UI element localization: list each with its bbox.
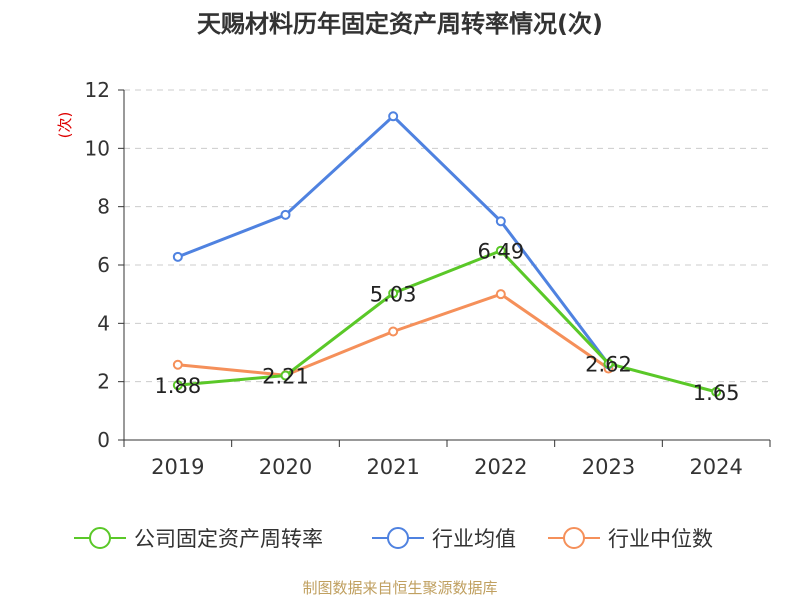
x-tick-label-2023: 2023 [582,455,635,479]
data-label-2020: 2.21 [262,365,309,389]
data-point-s1-2020[interactable] [280,209,291,220]
y-tick-label-0: 0 [97,428,110,452]
legend-item-industry-median[interactable]: 行业中位数 [548,518,713,558]
data-point-s1-2022[interactable] [495,216,506,227]
data-label-2024: 1.65 [693,381,740,405]
legend-label-industry-mean: 行业均值 [432,527,516,551]
series-line-0 [177,249,717,394]
data-point-s0-2022[interactable] [495,245,506,256]
data-label-2019: 1.88 [154,374,201,398]
y-tick-label-6: 12 [85,78,110,102]
y-axis-label: (次) [56,112,74,139]
legend-item-company[interactable]: 公司固定资产周转率 [74,518,323,558]
data-label-2023: 2.62 [585,353,632,377]
legend-marker-industry-mean [372,527,424,549]
legend-label-company: 公司固定资产周转率 [134,527,323,551]
legend-label-industry-median: 行业中位数 [608,527,713,551]
legend-item-industry-mean[interactable]: 行业均值 [372,518,516,558]
data-point-s0-2020[interactable] [280,370,291,381]
data-point-s1-2019[interactable] [172,251,183,262]
x-tick-label-2021: 2021 [366,455,419,479]
data-point-s0-2023[interactable] [603,358,614,369]
chart-title: 天赐材料历年固定资产周转率情况(次) [197,10,603,38]
y-tick-label-3: 6 [97,253,110,277]
y-tick-label-5: 10 [85,136,110,160]
x-tick-label-2024: 2024 [689,455,742,479]
legend-marker-industry-median [548,527,600,549]
y-tick-label-2: 4 [97,311,110,335]
data-point-s0-2021[interactable] [388,288,399,299]
x-tick-label-2022: 2022 [474,455,527,479]
data-point-s0-2019[interactable] [172,380,183,391]
data-label-2022: 6.49 [477,240,524,264]
data-point-s2-2019[interactable] [172,359,183,370]
data-point-s2-2022[interactable] [495,289,506,300]
source-note: 制图数据来自恒生聚源数据库 [302,579,498,597]
legend: 公司固定资产周转率 行业均值 行业中位数 [0,518,800,558]
y-tick-label-4: 8 [97,195,110,219]
data-point-s1-2021[interactable] [388,111,399,122]
x-tick-label-2020: 2020 [259,455,312,479]
data-label-2021: 5.03 [370,282,417,306]
y-tick-label-1: 2 [97,370,110,394]
legend-marker-company [74,527,126,549]
data-point-s2-2021[interactable] [388,326,399,337]
x-tick-label-2019: 2019 [151,455,204,479]
data-point-s0-2024[interactable] [711,386,722,397]
